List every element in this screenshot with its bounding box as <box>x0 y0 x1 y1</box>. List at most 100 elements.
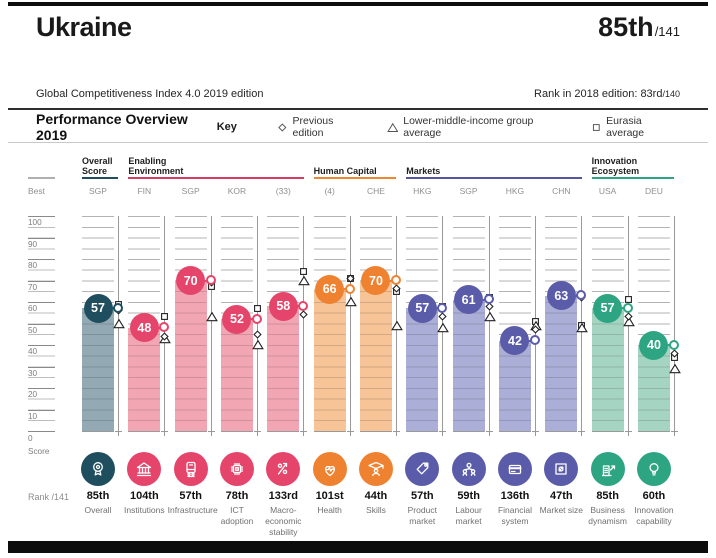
baseline-tick <box>392 431 400 432</box>
baseline-tick <box>670 431 678 432</box>
best-country-12: DEU <box>644 186 663 196</box>
eurasia-average-marker <box>252 301 263 312</box>
lmi-average-marker <box>252 337 264 350</box>
overview-title: Performance Overview 2019 <box>36 111 188 143</box>
price-tag-icon <box>405 452 440 486</box>
score-connector <box>432 307 442 310</box>
axis-tick-line-20 <box>28 388 55 389</box>
group-rule-human <box>313 177 397 179</box>
best-label: Best <box>28 186 46 196</box>
best-country-11: USA <box>598 186 617 196</box>
score-bubble: 42 <box>500 326 530 356</box>
score-connector <box>524 339 534 342</box>
bar-overall <box>82 308 114 431</box>
bar-product-market <box>406 308 439 431</box>
group-label-innovation: Innovation Ecosystem <box>591 155 640 177</box>
score-connector <box>246 318 256 321</box>
score-bubble: 52 <box>222 304 252 334</box>
pillar-rank: 44th <box>364 490 388 502</box>
group-rule-axis <box>28 177 55 179</box>
lightbulb-icon <box>636 452 671 486</box>
score-connector <box>385 279 395 282</box>
score-point <box>576 290 587 301</box>
lmi-average-marker <box>344 294 357 307</box>
previous-edition-marker <box>159 329 170 341</box>
score-bubble: 58 <box>268 291 298 321</box>
bar-labour-market <box>452 299 485 431</box>
best-country-6: CHE <box>366 186 385 196</box>
pillar-rank: 59th <box>457 490 480 502</box>
country-rank-value: 85th <box>598 12 654 42</box>
score-bubble: 40 <box>639 330 669 360</box>
bar-health <box>313 289 346 431</box>
best-country-3: KOR <box>227 186 247 196</box>
percent-arrow-icon <box>266 452 301 486</box>
best-country-5: (4) <box>324 186 335 196</box>
score-point <box>113 302 123 313</box>
previous-edition-marker <box>252 327 263 339</box>
bar-stripes <box>637 345 670 432</box>
bar-stripes <box>220 319 253 432</box>
axis-tick-line-90 <box>28 237 55 239</box>
pillar-rank: 101st <box>315 490 344 502</box>
train-icon <box>173 452 208 486</box>
pillar-rank: 85th <box>596 490 619 502</box>
axis-zero-label: 0 <box>28 434 33 443</box>
pillar-rank: 60th <box>642 490 666 502</box>
bar-market-size <box>545 295 578 431</box>
axis-tick-label-30: 30 <box>28 368 38 378</box>
group-rule-innovation <box>591 177 675 179</box>
bar-ict-adoption <box>220 319 253 431</box>
score-point <box>529 335 540 346</box>
score-point <box>668 339 679 350</box>
best-country-10: CHN <box>552 186 571 196</box>
previous-edition-marker <box>345 271 356 283</box>
country-rank-total: /141 <box>654 24 680 39</box>
score-bubble: 66 <box>315 274 345 304</box>
bar-infrastructure <box>174 280 207 431</box>
best-country-7: HKG <box>413 186 432 196</box>
score-connector <box>293 305 303 308</box>
triangle-key-icon <box>386 122 399 132</box>
score-connector <box>478 298 488 301</box>
pillar-rank: 57th <box>179 490 202 502</box>
axis-tick-line-80 <box>28 259 55 260</box>
pillar-rank: 104th <box>129 490 159 502</box>
bar-stripes <box>498 340 531 432</box>
performance-chart: Overall Score Enabling Environment Human C… <box>0 146 716 546</box>
key-item-label: Lower-middle-income group average <box>403 115 534 139</box>
bar-stripes <box>174 280 207 432</box>
axis-tick-line-40 <box>28 345 55 346</box>
previous-edition-marker <box>391 281 402 294</box>
marker-line <box>256 216 258 436</box>
pillar-label: Infrastructure <box>167 505 218 515</box>
score-connector <box>200 279 210 282</box>
pillar-rank: 136th <box>500 490 530 502</box>
score-point <box>390 275 401 285</box>
score-bubble: 57 <box>407 293 437 323</box>
best-country-1: FIN <box>137 186 152 196</box>
square-key-icon <box>592 123 600 131</box>
score-connector <box>108 307 117 310</box>
marker-line <box>303 216 305 436</box>
baseline-tick <box>300 431 308 432</box>
rank-axis-label: Rank /141 <box>28 492 70 502</box>
score-point <box>159 322 170 333</box>
axis-tick-label-40: 40 <box>28 347 38 356</box>
baseline-tick <box>346 431 354 432</box>
baseline-tick <box>578 431 586 432</box>
eurasia-average-marker <box>298 264 309 276</box>
lmi-average-marker <box>298 273 311 286</box>
overview-header: Performance Overview 2019 Key Previous e… <box>36 111 680 143</box>
pillar-rank: 47th <box>549 490 573 502</box>
marker-line <box>349 216 351 436</box>
graduate-icon <box>358 452 393 486</box>
axis-tick-label-20: 20 <box>28 390 38 399</box>
baseline-tick <box>161 431 169 432</box>
expand-arrows-icon <box>544 452 579 486</box>
bar-institutions <box>128 327 161 431</box>
bar-macro-economic-stability <box>267 306 300 431</box>
axis-tick-line-10 <box>28 409 55 411</box>
score-point <box>622 302 633 313</box>
